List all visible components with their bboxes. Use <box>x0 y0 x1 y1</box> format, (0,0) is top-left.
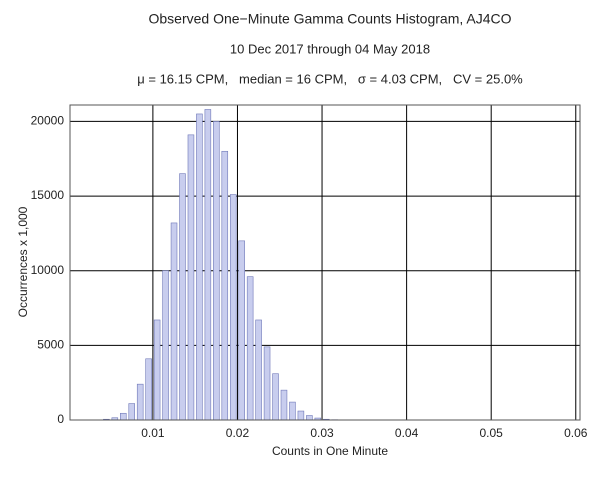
x-tick-label: 0.02 <box>226 426 250 440</box>
y-axis-label: Occurrences x 1,000 <box>16 206 30 317</box>
y-tick-label: 0 <box>57 412 64 426</box>
x-tick-label: 0.05 <box>480 426 504 440</box>
y-tick-label: 10000 <box>31 263 65 277</box>
bar <box>170 222 178 421</box>
bar <box>120 412 127 421</box>
bar <box>280 389 288 421</box>
bar <box>238 240 245 421</box>
bar <box>229 194 237 421</box>
bar <box>162 270 169 421</box>
y-tick-label: 5000 <box>37 338 64 352</box>
x-tick-label: 0.03 <box>310 426 334 440</box>
bar <box>221 150 229 421</box>
bar <box>204 109 212 421</box>
bar <box>297 410 305 421</box>
plot-frame <box>69 104 581 421</box>
y-tick-label: 20000 <box>31 114 65 128</box>
bar <box>289 401 296 421</box>
bar <box>187 134 195 421</box>
chart-title: Observed One−Minute Gamma Counts Histogr… <box>149 11 512 27</box>
x-tick-label: 0.06 <box>564 426 588 440</box>
bar <box>128 403 136 421</box>
chart-stats: μ = 16.15 CPM, median = 16 CPM, σ = 4.03… <box>137 71 523 86</box>
bar <box>272 373 279 421</box>
chart-subtitle: 10 Dec 2017 through 04 May 2018 <box>230 41 430 56</box>
bar <box>153 319 161 421</box>
x-tick-label: 0.01 <box>141 426 165 440</box>
bar <box>196 113 203 421</box>
x-axis-label: Counts in One Minute <box>272 444 388 458</box>
bar <box>179 173 186 421</box>
y-tick-label: 15000 <box>31 188 65 202</box>
bar <box>213 121 220 421</box>
bar <box>263 346 271 421</box>
bar <box>306 415 313 421</box>
bar <box>136 383 144 421</box>
x-tick-label: 0.04 <box>395 426 419 440</box>
bar <box>246 276 254 421</box>
bar <box>255 319 262 421</box>
bar <box>145 358 152 421</box>
